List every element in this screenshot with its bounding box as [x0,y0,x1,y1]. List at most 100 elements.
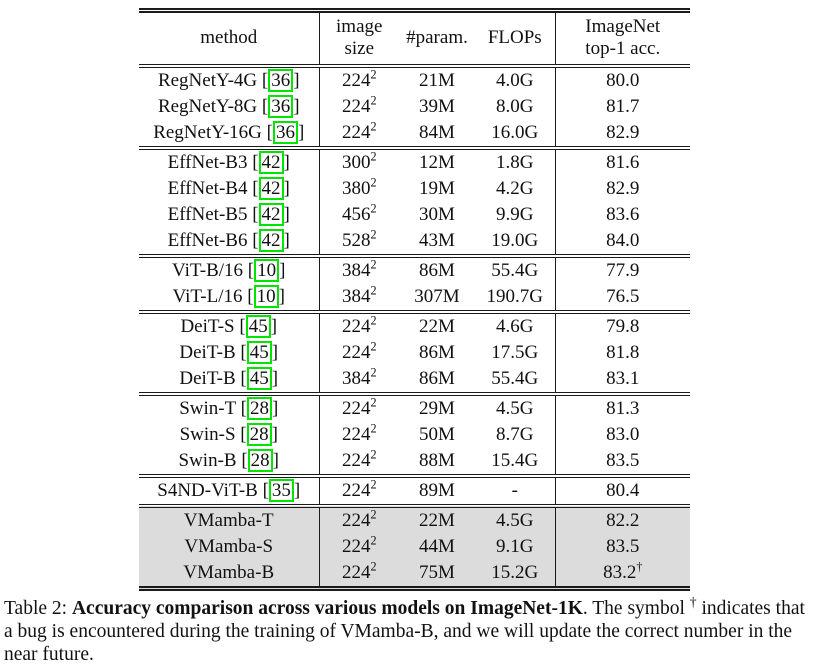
citation-link[interactable]: 42 [258,203,284,226]
table-caption: Table 2: Accuracy comparison across vari… [4,595,812,666]
table-row: EffNet-B4 [42] 3802 19M 4.2G 82.9 [139,176,690,202]
image-size-cell: 3842 [341,257,377,281]
image-size-cell: 5282 [341,227,377,251]
flops-cell: 4.5G [475,506,556,534]
flops-cell: 17.5G [475,340,556,366]
image-size-cell: 2242 [341,533,377,557]
flops-cell: 4.6G [475,312,556,340]
method-cell: DeiT-B [45] [139,366,320,394]
flops-cell: 4.2G [475,176,556,202]
citation-link[interactable]: 42 [258,151,284,174]
table-row: ViT-L/16 [10] 3842 307M 190.7G 76.5 [139,284,690,312]
image-size-cell: 2242 [341,421,377,445]
citation-link[interactable]: 10 [254,259,280,282]
top1-acc-cell: 81.6 [606,152,640,173]
method-cell: Swin-T [28] [139,394,320,422]
method-cell: DeiT-S [45] [139,312,320,340]
flops-cell: 16.0G [475,120,556,148]
top1-acc-cell: 81.7 [606,96,640,117]
params-cell: 86M [419,368,455,389]
top1-acc-cell: 81.8 [606,342,640,363]
params-cell: 75M [419,562,455,583]
citation-link[interactable]: 28 [246,397,272,420]
flops-cell: - [475,476,556,506]
method-cell: DeiT-B [45] [139,340,320,366]
size-exponent: 2 [370,507,377,522]
method-cell: VMamba-S [139,534,320,560]
table-2-wrapper: method image size #param. FLOPs ImageNet top… [139,8,691,591]
caption-label: Table 2: [4,598,72,619]
column-header-flops: FLOPs [475,10,556,66]
size-exponent: 2 [370,477,377,492]
params-cell: 19M [419,178,455,199]
citation-link[interactable]: 36 [272,121,298,144]
method-cell: VMamba-B [139,560,320,589]
size-exponent: 2 [370,533,377,548]
top1-acc-cell: 84.0 [606,230,640,251]
image-size-cell: 2242 [341,559,377,583]
params-cell: 12M [419,152,455,173]
top1-acc-cell: 80.0 [606,70,640,91]
table-row: EffNet-B6 [42] 5282 43M 19.0G 84.0 [139,228,690,256]
table-row: RegNetY-8G [36] 2242 39M 8.0G 81.7 [139,94,690,120]
params-cell: 89M [419,480,455,501]
size-exponent: 2 [370,93,377,108]
table-row: VMamba-B 2242 75M 15.2G 83.2† [139,560,690,589]
section-vmamba: VMamba-T 2242 22M 4.5G 82.2 VMamba-S 2242 44M 9.… [139,506,690,589]
header-row: method image size #param. FLOPs ImageNet top… [139,10,690,66]
size-exponent: 2 [370,447,377,462]
citation-link[interactable]: 35 [268,479,294,502]
top1-acc-cell: 83.2† [603,559,643,583]
top1-acc-cell: 83.5 [606,536,640,557]
citation-link[interactable]: 28 [247,449,273,472]
citation-link[interactable]: 10 [253,285,279,308]
section-vit: ViT-B/16 [10] 3842 86M 55.4G 77.9 ViT-L/16 [1… [139,256,690,312]
image-size-cell: 3842 [341,365,377,389]
params-cell: 44M [419,536,455,557]
table-row: Swin-S [28] 2242 50M 8.7G 83.0 [139,422,690,448]
image-size-cell: 2242 [341,507,377,531]
citation-link[interactable]: 28 [246,423,272,446]
citation-link[interactable]: 42 [258,229,284,252]
size-exponent: 2 [370,67,377,82]
method-cell: EffNet-B3 [42] [139,148,320,176]
table-row: S4ND-ViT-B [35] 2242 89M - 80.4 [139,476,690,506]
table-row: DeiT-B [45] 2242 86M 17.5G 81.8 [139,340,690,366]
citation-link[interactable]: 36 [268,69,294,92]
table-row: EffNet-B5 [42] 4562 30M 9.9G 83.6 [139,202,690,228]
image-size-cell: 4562 [341,201,377,225]
citation-link[interactable]: 45 [245,315,271,338]
section-swin: Swin-T [28] 2242 29M 4.5G 81.3 Swin-S [28] 224… [139,394,690,476]
method-cell: EffNet-B6 [42] [139,228,320,256]
citation-link[interactable]: 36 [268,95,294,118]
size-exponent: 2 [370,313,377,328]
citation-link[interactable]: 42 [258,177,284,200]
params-cell: 30M [419,204,455,225]
size-exponent: 2 [370,395,377,410]
top1-acc-cell: 83.1 [606,368,640,389]
image-size-cell: 3842 [341,283,377,307]
method-cell: S4ND-ViT-B [35] [139,476,320,506]
table-row: VMamba-T 2242 22M 4.5G 82.2 [139,506,690,534]
citation-link[interactable]: 45 [246,367,272,390]
size-exponent: 2 [370,559,377,574]
flops-cell: 15.4G [475,448,556,476]
image-size-cell: 2242 [341,313,377,337]
size-exponent: 2 [370,257,377,272]
top1-acc-cell: 76.5 [606,286,640,307]
flops-cell: 55.4G [475,366,556,394]
params-cell: 22M [419,316,455,337]
flops-cell: 15.2G [475,560,556,589]
params-cell: 307M [414,286,460,307]
column-header-image-size: image size [336,16,383,59]
table-row: EffNet-B3 [42] 3002 12M 1.8G 81.6 [139,148,690,176]
column-header-params: #param. [406,27,468,48]
image-size-cell: 2242 [341,339,377,363]
flops-cell: 19.0G [475,228,556,256]
image-size-cell: 2242 [341,67,377,91]
citation-link[interactable]: 45 [246,341,272,364]
flops-cell: 55.4G [475,256,556,284]
section-effnet: EffNet-B3 [42] 3002 12M 1.8G 81.6 EffNet-B4 [… [139,148,690,256]
table-header: method image size #param. FLOPs ImageNet top… [139,10,690,66]
flops-cell: 9.9G [475,202,556,228]
